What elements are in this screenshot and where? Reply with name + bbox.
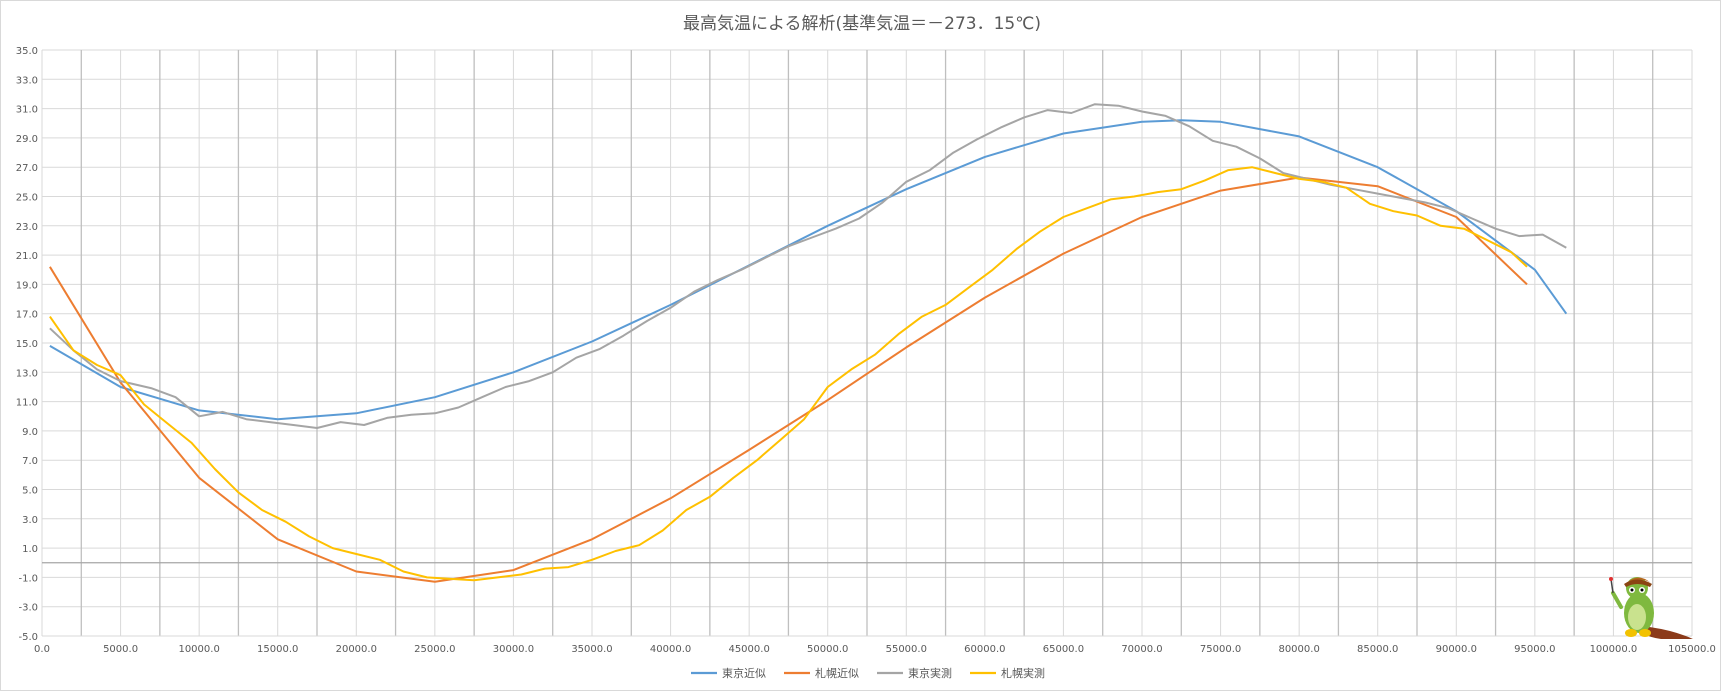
x-tick-label: 65000.0 (1043, 644, 1084, 655)
y-axis-tick-labels: -5.0 -3.0 -1.0 1.0 3.0 5.0 7.0 9.0 11.0 13.0 15.0 1… (16, 46, 38, 643)
series-lines (49, 103, 1568, 583)
y-tick-label: 29.0 (16, 134, 38, 145)
x-tick-label: 25000.0 (414, 644, 455, 655)
series-line-0 (49, 119, 1568, 421)
x-tick-label: 20000.0 (336, 644, 377, 655)
y-tick-label: 9.0 (22, 427, 38, 438)
legend-label: 札幌近似 (815, 666, 859, 680)
y-tick-label: 7.0 (22, 456, 38, 467)
y-tick-label: 21.0 (16, 251, 38, 262)
y-tick-label: 27.0 (16, 163, 38, 174)
y-tick-label: 15.0 (16, 339, 38, 350)
x-tick-label: 55000.0 (886, 644, 927, 655)
chart-title: 最高気温による解析(基準気温＝－273．15℃) (683, 14, 1041, 34)
y-tick-label: -1.0 (18, 573, 38, 584)
y-tick-label: 25.0 (16, 193, 38, 204)
x-tick-label: 45000.0 (728, 644, 769, 655)
legend-label: 東京実測 (908, 666, 952, 680)
x-tick-label: 95000.0 (1514, 644, 1555, 655)
series-line-3 (49, 166, 1528, 582)
y-tick-label: 33.0 (16, 75, 38, 86)
x-tick-label: 100000.0 (1590, 644, 1638, 655)
y-tick-label: 35.0 (16, 46, 38, 57)
x-axis-tick-labels: 0.0 5000.0 10000.0 15000.0 20000.0 25000.0 300… (34, 644, 1716, 655)
x-tick-label: 90000.0 (1436, 644, 1477, 655)
x-tick-label: 35000.0 (571, 644, 612, 655)
y-tick-label: -3.0 (18, 603, 38, 614)
y-tick-label: 19.0 (16, 280, 38, 291)
y-tick-label: 1.0 (22, 544, 38, 555)
y-tick-label: 13.0 (16, 368, 38, 379)
x-tick-label: 60000.0 (964, 644, 1005, 655)
x-tick-label: 15000.0 (257, 644, 298, 655)
series-line-1 (49, 176, 1528, 583)
gridlines (41, 49, 1693, 637)
x-tick-label: 105000.0 (1668, 644, 1716, 655)
x-tick-label: 85000.0 (1357, 644, 1398, 655)
y-tick-label: -5.0 (18, 632, 38, 643)
legend: 東京近似 札幌近似 東京実測 札幌実測 (691, 666, 1045, 680)
x-tick-label: 5000.0 (103, 644, 138, 655)
x-tick-label: 40000.0 (650, 644, 691, 655)
y-tick-label: 11.0 (16, 398, 38, 409)
x-tick-label: 0.0 (34, 644, 50, 655)
y-tick-label: 23.0 (16, 222, 38, 233)
y-tick-label: 17.0 (16, 310, 38, 321)
x-tick-label: 10000.0 (178, 644, 219, 655)
legend-label: 札幌実測 (1001, 666, 1045, 680)
lizard-mascot-icon (1609, 577, 1693, 639)
x-tick-label: 80000.0 (1278, 644, 1319, 655)
x-tick-label: 30000.0 (493, 644, 534, 655)
y-tick-label: 3.0 (22, 515, 38, 526)
x-tick-label: 70000.0 (1121, 644, 1162, 655)
y-tick-label: 31.0 (16, 105, 38, 116)
x-tick-label: 75000.0 (1200, 644, 1241, 655)
x-tick-label: 50000.0 (807, 644, 848, 655)
y-tick-label: 5.0 (22, 486, 38, 497)
legend-label: 東京近似 (722, 666, 766, 680)
